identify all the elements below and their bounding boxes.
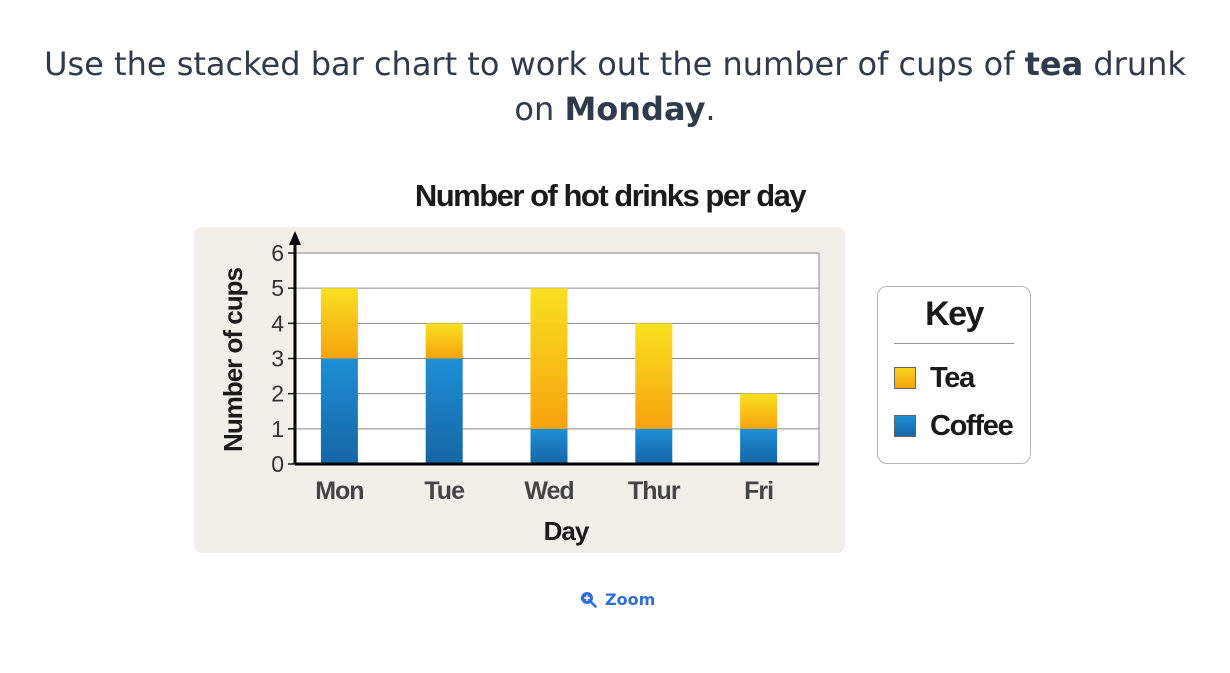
question-part-2: drunk on [514, 45, 1186, 128]
y-tick-label-1: 1 [271, 416, 284, 442]
bar-thur-tea [635, 323, 673, 429]
question-bold-monday: Monday [564, 90, 706, 128]
y-tick-label-2: 2 [271, 381, 284, 407]
bar-fri-coffee [740, 428, 778, 464]
key-label-tea: Tea [930, 361, 975, 394]
x-tick-label-fri: Fri [744, 477, 773, 505]
question-part-1: Use the stacked bar chart to work out th… [44, 45, 1025, 83]
x-tick-label-tue: Tue [424, 477, 465, 505]
x-tick-label-thur: Thur [628, 477, 681, 505]
coffee-swatch [894, 415, 916, 437]
y-tick-label-3: 3 [271, 346, 284, 372]
y-tick-label-0: 0 [271, 451, 284, 477]
key-item-tea: Tea [894, 361, 975, 394]
zoom-in-icon [581, 592, 597, 608]
x-tick-label-wed: Wed [524, 477, 573, 505]
chart-panel: 0 1 2 3 4 5 6 Mon Tue Wed Thur Fri Day Number of cups [194, 227, 845, 553]
bar-thur-coffee [635, 428, 673, 464]
key-label-coffee: Coffee [930, 409, 1014, 442]
y-tick-label-5: 5 [271, 275, 284, 301]
question-text: Use the stacked bar chart to work out th… [40, 42, 1190, 132]
bar-mon-coffee [320, 358, 358, 464]
x-axis-label: Day [544, 516, 590, 546]
y-axis-arrow [289, 231, 301, 245]
tea-swatch [894, 367, 916, 389]
key-item-coffee: Coffee [894, 409, 1014, 442]
bar-tue-tea [425, 323, 463, 359]
zoom-button[interactable]: Zoom [580, 590, 655, 609]
key-divider [894, 343, 1014, 344]
chart-title: Number of hot drinks per day [414, 178, 807, 213]
key-title: Key [925, 295, 984, 333]
bar-mon-tea [320, 288, 358, 359]
x-tick-label-mon: Mon [315, 477, 363, 505]
chart-key: Key Tea Coffee [877, 286, 1031, 464]
stacked-bar-chart: 0 1 2 3 4 5 6 Mon Tue Wed Thur Fri Day Number of cups [218, 231, 820, 546]
question-part-3: . [705, 90, 716, 128]
zoom-label: Zoom [605, 590, 656, 609]
bar-fri-tea [740, 393, 778, 429]
y-tick-label-4: 4 [271, 310, 284, 336]
bar-tue-coffee [425, 358, 463, 464]
bar-wed-tea [530, 288, 568, 429]
y-tick-label-6: 6 [271, 240, 284, 266]
y-axis-label: Number of cups [218, 268, 248, 452]
bar-wed-coffee [530, 428, 568, 464]
question-bold-tea: tea [1024, 45, 1084, 83]
